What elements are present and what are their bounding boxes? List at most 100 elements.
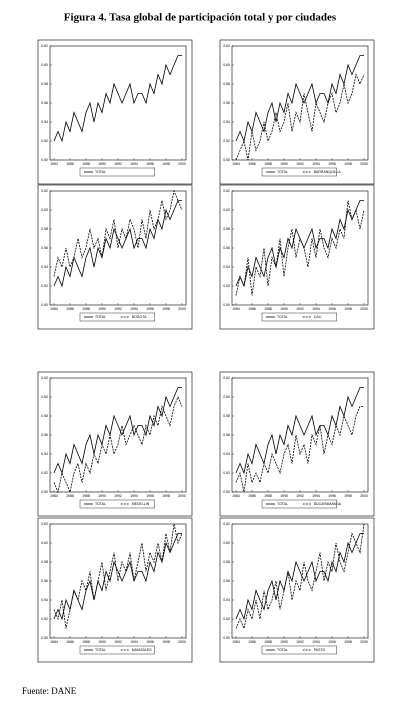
x-tick-label: 1988 bbox=[264, 494, 272, 498]
source-note: Fuente: DANE bbox=[22, 686, 77, 696]
y-tick-label: 0.56 bbox=[223, 433, 230, 437]
y-tick-label: 0.52 bbox=[223, 139, 230, 143]
legend-label: MEDELLIN bbox=[132, 502, 150, 506]
y-tick-label: 0.60 bbox=[223, 208, 230, 212]
x-tick-label: 1984 bbox=[232, 640, 240, 644]
x-tick-label: 1998 bbox=[344, 307, 352, 311]
x-tick-label: 2000 bbox=[360, 494, 368, 498]
panel-frame bbox=[219, 371, 375, 517]
series-line bbox=[53, 189, 183, 277]
figure-title: Figura 4. Tasa global de participación t… bbox=[64, 12, 337, 24]
y-tick-label: 0.50 bbox=[223, 158, 230, 162]
x-tick-label: 1986 bbox=[66, 494, 74, 498]
series-line bbox=[235, 406, 364, 493]
legend-label: TOTAL bbox=[95, 648, 106, 652]
y-tick-label: 0.62 bbox=[223, 44, 230, 48]
y-tick-label: 0.58 bbox=[223, 560, 230, 564]
x-tick-label: 1998 bbox=[162, 307, 170, 311]
legend-label: TOTAL bbox=[95, 315, 106, 319]
x-tick-label: 1992 bbox=[114, 162, 122, 166]
y-tick-label: 0.58 bbox=[223, 414, 230, 418]
panel-frame bbox=[219, 517, 375, 663]
y-tick-label: 0.50 bbox=[223, 303, 230, 307]
y-tick-label: 0.62 bbox=[41, 44, 48, 48]
x-tick-label: 1996 bbox=[328, 640, 336, 644]
x-tick-label: 1996 bbox=[146, 307, 154, 311]
x-tick-label: 1984 bbox=[50, 307, 58, 311]
x-tick-label: 1994 bbox=[130, 307, 138, 311]
y-tick-label: 0.52 bbox=[223, 617, 230, 621]
panel-frame bbox=[219, 39, 375, 185]
x-tick-label: 1990 bbox=[98, 494, 106, 498]
x-tick-label: 1984 bbox=[232, 307, 240, 311]
panel-frame bbox=[37, 39, 193, 185]
legend-label: MANIZALES bbox=[132, 648, 153, 652]
legend-box bbox=[79, 312, 156, 322]
legend-label: TOTAL bbox=[95, 170, 106, 174]
y-tick-label: 0.54 bbox=[41, 120, 48, 124]
legend-label: PASTO bbox=[314, 648, 326, 652]
x-tick-label: 1992 bbox=[296, 494, 304, 498]
x-tick-label: 1986 bbox=[248, 162, 256, 166]
plot-frame bbox=[49, 45, 187, 161]
y-tick-label: 0.58 bbox=[41, 414, 48, 418]
panel-frame bbox=[37, 371, 193, 517]
panel-frame bbox=[219, 184, 375, 330]
x-tick-label: 1998 bbox=[344, 640, 352, 644]
x-tick-label: 2000 bbox=[178, 307, 186, 311]
x-tick-label: 1984 bbox=[232, 162, 240, 166]
x-tick-label: 1984 bbox=[232, 494, 240, 498]
y-tick-label: 0.58 bbox=[223, 227, 230, 231]
series-line bbox=[235, 200, 364, 288]
legend-label: TOTAL bbox=[277, 170, 288, 174]
series-line bbox=[53, 55, 182, 143]
y-tick-label: 0.52 bbox=[41, 471, 48, 475]
x-tick-label: 1994 bbox=[312, 494, 320, 498]
y-tick-label: 0.56 bbox=[223, 101, 230, 105]
y-tick-label: 0.60 bbox=[41, 63, 48, 67]
y-tick-label: 0.50 bbox=[41, 158, 48, 162]
series-line bbox=[235, 387, 364, 475]
x-tick-label: 1988 bbox=[264, 162, 272, 166]
series-line bbox=[235, 523, 365, 630]
legend-box bbox=[79, 499, 156, 509]
x-tick-label: 2000 bbox=[178, 640, 186, 644]
x-tick-label: 1990 bbox=[280, 640, 288, 644]
x-tick-label: 2000 bbox=[360, 162, 368, 166]
y-tick-label: 0.50 bbox=[41, 303, 48, 307]
series-line bbox=[53, 387, 182, 475]
x-tick-label: 1992 bbox=[114, 307, 122, 311]
legend-box bbox=[261, 312, 338, 322]
legend-box bbox=[261, 645, 338, 655]
y-tick-label: 0.50 bbox=[41, 490, 48, 494]
series-line bbox=[235, 200, 365, 296]
x-tick-label: 1988 bbox=[82, 307, 90, 311]
y-tick-label: 0.54 bbox=[223, 452, 230, 456]
x-tick-label: 1992 bbox=[296, 640, 304, 644]
series-line bbox=[53, 523, 183, 629]
x-tick-label: 1986 bbox=[66, 640, 74, 644]
y-tick-label: 0.56 bbox=[41, 579, 48, 583]
x-tick-label: 1988 bbox=[264, 640, 272, 644]
legend-label: TOTAL bbox=[277, 648, 288, 652]
x-tick-label: 1992 bbox=[114, 640, 122, 644]
x-tick-label: 1986 bbox=[248, 307, 256, 311]
x-tick-label: 1984 bbox=[50, 162, 58, 166]
y-tick-label: 0.56 bbox=[223, 579, 230, 583]
x-tick-label: 1994 bbox=[312, 307, 320, 311]
plot-frame bbox=[49, 523, 187, 639]
x-tick-label: 1996 bbox=[146, 640, 154, 644]
y-tick-label: 0.62 bbox=[223, 189, 230, 193]
legend-label: TOTAL bbox=[277, 315, 288, 319]
y-tick-label: 0.60 bbox=[223, 541, 230, 545]
y-tick-label: 0.62 bbox=[223, 376, 230, 380]
x-tick-label: 1990 bbox=[280, 162, 288, 166]
x-tick-label: 1994 bbox=[312, 162, 320, 166]
x-tick-label: 1988 bbox=[264, 307, 272, 311]
y-tick-label: 0.60 bbox=[223, 63, 230, 67]
y-tick-label: 0.58 bbox=[41, 560, 48, 564]
x-tick-label: 1998 bbox=[162, 162, 170, 166]
x-tick-label: 1984 bbox=[50, 494, 58, 498]
y-tick-label: 0.50 bbox=[223, 490, 230, 494]
x-tick-label: 1996 bbox=[146, 494, 154, 498]
